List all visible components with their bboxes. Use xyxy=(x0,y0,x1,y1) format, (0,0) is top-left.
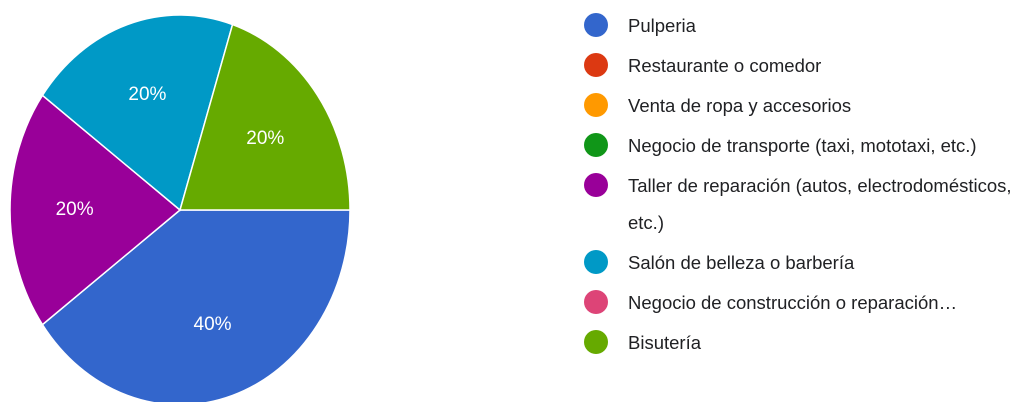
legend-swatch xyxy=(584,290,608,314)
legend-label: Pulperia xyxy=(628,15,696,36)
legend-label: Bisutería xyxy=(628,332,702,353)
legend-item: Negocio de construcción o reparación… xyxy=(584,284,1024,321)
legend-label: Negocio de construcción o reparación… xyxy=(628,292,958,313)
slice-label: 20% xyxy=(128,84,166,105)
pie-chart: 40% 20% 20% 20% xyxy=(9,14,351,402)
legend-label: Taller de reparación (autos, electrodomé… xyxy=(628,175,1012,233)
legend-item: Taller de reparación (autos, electrodomé… xyxy=(584,167,1024,241)
legend-swatch xyxy=(584,133,608,157)
legend-swatch xyxy=(584,53,608,77)
legend-label: Negocio de transporte (taxi, mototaxi, e… xyxy=(628,135,977,156)
pie-slice xyxy=(41,209,351,402)
legend-label: Restaurante o comedor xyxy=(628,55,822,76)
legend-item: Negocio de transporte (taxi, mototaxi, e… xyxy=(584,127,1024,164)
slice-label: 20% xyxy=(56,199,94,220)
legend-label: Salón de belleza o barbería xyxy=(628,252,855,273)
legend-swatch xyxy=(584,13,608,37)
pie-slice xyxy=(179,23,351,211)
legend-label: Venta de ropa y accesorios xyxy=(628,95,852,116)
legend: Pulperia Restaurante o comedor Venta de ro… xyxy=(584,7,1024,364)
legend-item: Pulperia xyxy=(584,7,1024,44)
legend-item: Restaurante o comedor xyxy=(584,47,1024,84)
slice-label: 40% xyxy=(194,314,232,335)
legend-item: Bisutería xyxy=(584,324,1024,361)
slice-label: 20% xyxy=(246,128,284,149)
legend-swatch xyxy=(584,173,608,197)
legend-item: Venta de ropa y accesorios xyxy=(584,87,1024,124)
legend-item: Salón de belleza o barbería xyxy=(584,244,1024,281)
legend-swatch xyxy=(584,330,608,354)
legend-swatch xyxy=(584,93,608,117)
pie-slice xyxy=(41,14,234,212)
pie-slice xyxy=(9,94,182,326)
legend-swatch xyxy=(584,250,608,274)
